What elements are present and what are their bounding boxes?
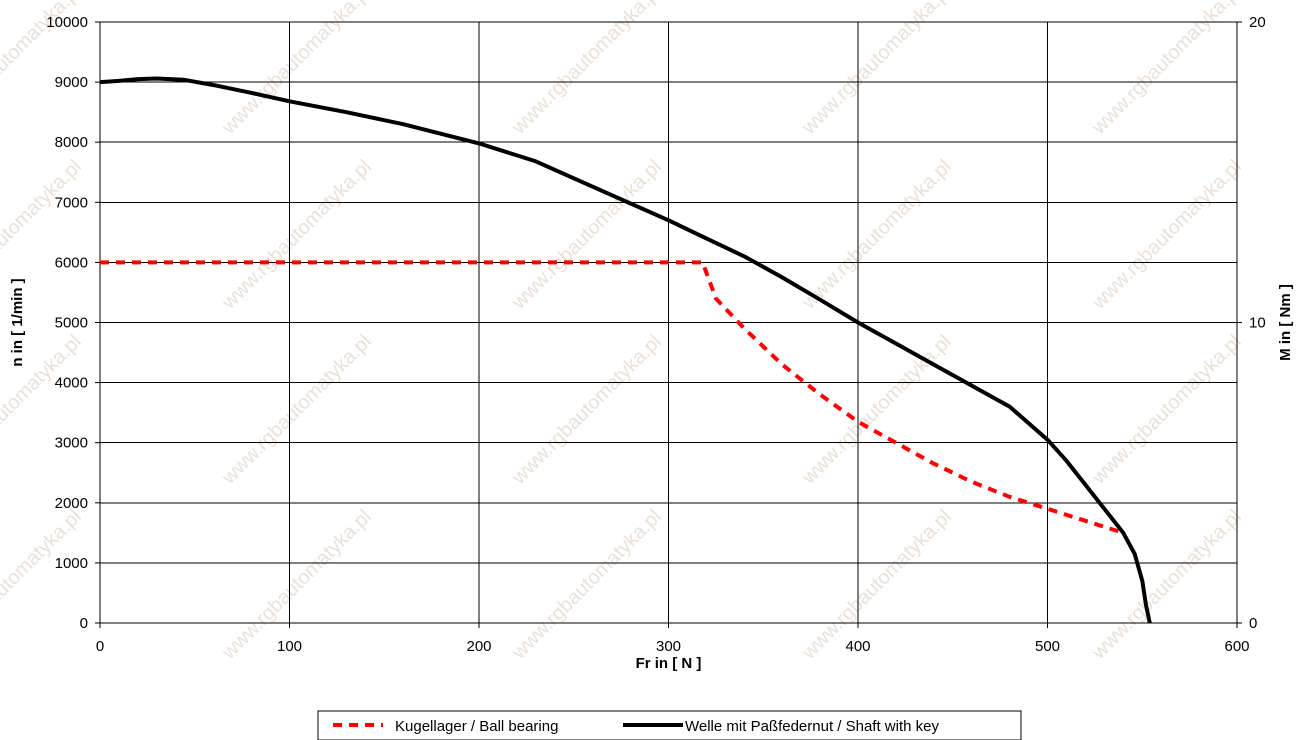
legend-label-ball-bearing: Kugellager / Ball bearing bbox=[395, 718, 558, 735]
legend: Kugellager / Ball bearing Welle mit Paßf… bbox=[317, 710, 1022, 740]
y-tick-label: 8000 bbox=[55, 134, 88, 151]
y-tick-label: 0 bbox=[80, 615, 88, 632]
x-tick-label: 500 bbox=[1035, 638, 1060, 655]
x-tick-label: 100 bbox=[277, 638, 302, 655]
series-layer bbox=[99, 76, 1152, 624]
legend-label-shaft-with-key: Welle mit Paßfedernut / Shaft with key bbox=[685, 718, 939, 735]
series-shaft-with-key-line bbox=[99, 76, 1152, 624]
x-tick-label: 0 bbox=[96, 638, 104, 655]
x-tick-labels: 0 100 200 300 400 500 600 bbox=[96, 623, 1250, 655]
y-tick-label: 3000 bbox=[55, 435, 88, 452]
x-tick-label: 200 bbox=[466, 638, 491, 655]
y2-axis-title: M in [ Nm ] bbox=[1277, 284, 1294, 361]
y2-tick-labels: 0 10 20 bbox=[1237, 14, 1266, 632]
y-tick-label: 5000 bbox=[55, 315, 88, 332]
y-axis-title: n in [ 1/min ] bbox=[9, 278, 26, 366]
y-tick-label: 1000 bbox=[55, 555, 88, 572]
y-tick-label: 4000 bbox=[55, 375, 88, 392]
y-tick-labels: 0 1000 2000 3000 4000 5000 6000 7000 8000 9000 100… bbox=[46, 14, 100, 632]
x-tick-label: 300 bbox=[656, 638, 681, 655]
x-tick-label: 600 bbox=[1224, 638, 1249, 655]
x-axis-title: Fr in [ N ] bbox=[636, 655, 702, 672]
y-tick-label: 2000 bbox=[55, 495, 88, 512]
series-ball-bearing-line bbox=[100, 260, 1124, 535]
x-tick-label: 400 bbox=[845, 638, 870, 655]
y-tick-label: 7000 bbox=[55, 194, 88, 211]
y-tick-label: 10000 bbox=[46, 14, 88, 31]
y-tick-label: 9000 bbox=[55, 74, 88, 91]
y2-tick-label: 0 bbox=[1249, 615, 1257, 632]
y-tick-label: 6000 bbox=[55, 254, 88, 271]
y2-tick-label: 20 bbox=[1249, 14, 1266, 31]
y2-tick-label: 10 bbox=[1249, 315, 1266, 332]
